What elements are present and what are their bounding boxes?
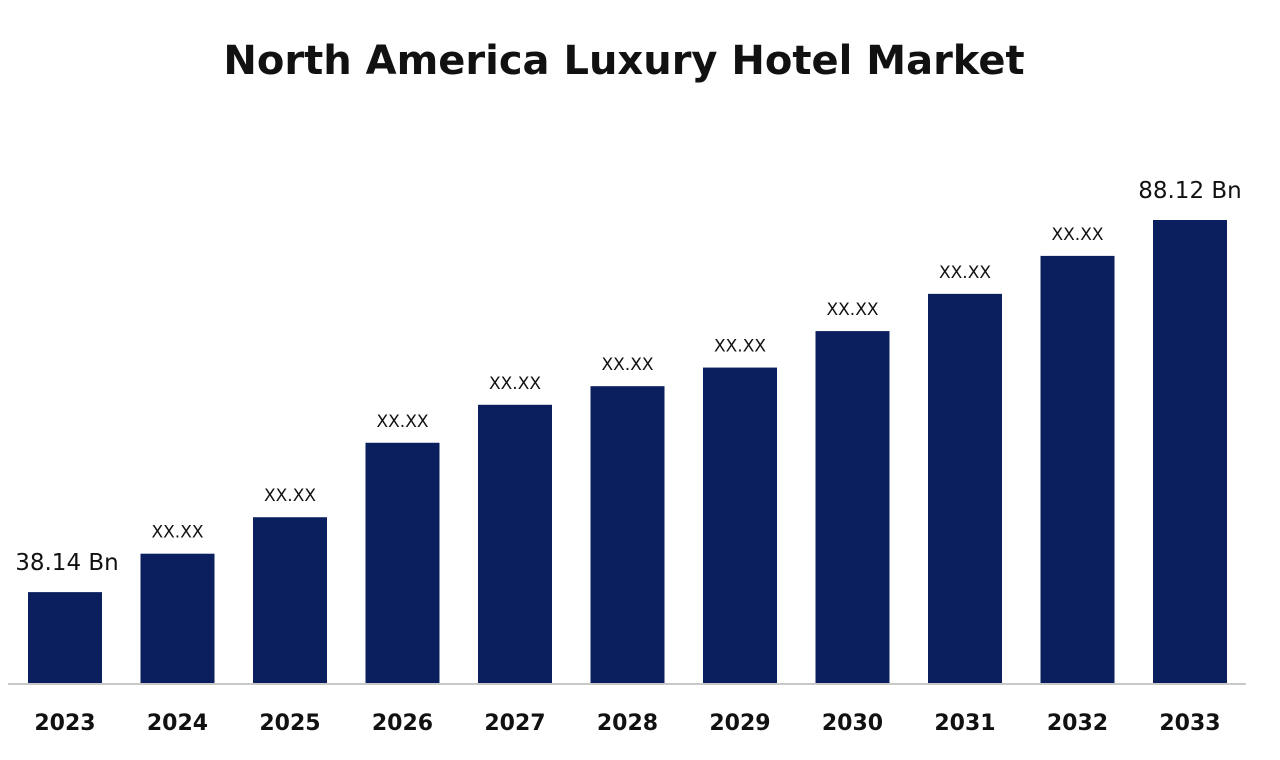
x-tick-label-2029: 2029 <box>709 711 770 736</box>
chart-title: North America Luxury Hotel Market <box>223 38 1024 84</box>
data-label-2024: XX.XX <box>152 523 204 543</box>
bar-2028 <box>590 386 665 684</box>
x-tick-label-2032: 2032 <box>1047 711 1108 736</box>
bar-2031 <box>928 293 1002 684</box>
data-label-2033: 88.12 Bn <box>1138 178 1242 204</box>
x-tick-label-2033: 2033 <box>1159 711 1220 736</box>
x-tick-label-2030: 2030 <box>822 711 883 736</box>
bar-2026 <box>365 442 440 684</box>
data-label-2023: 38.14 Bn <box>15 550 119 576</box>
bar-2024 <box>140 553 215 684</box>
bar-2023 <box>28 592 102 684</box>
x-tick-label-2026: 2026 <box>372 711 433 736</box>
data-label-2030: XX.XX <box>827 300 879 320</box>
x-tick-label-2027: 2027 <box>484 711 545 736</box>
bar-2027 <box>478 404 552 684</box>
x-tick-label-2024: 2024 <box>147 711 208 736</box>
data-label-2029: XX.XX <box>714 337 766 357</box>
data-label-2025: XX.XX <box>264 486 316 506</box>
data-label-2028: XX.XX <box>602 355 654 375</box>
bar-2030 <box>815 331 890 684</box>
bar-2033 <box>1153 220 1227 684</box>
bar-2029 <box>703 367 777 684</box>
data-label-2031: XX.XX <box>939 263 991 283</box>
bar-2032 <box>1040 255 1115 685</box>
x-tick-label-2023: 2023 <box>34 711 95 736</box>
data-label-2032: XX.XX <box>1052 225 1104 245</box>
data-label-2027: XX.XX <box>489 374 541 394</box>
bar-2025 <box>253 517 327 684</box>
x-tick-label-2025: 2025 <box>259 711 320 736</box>
x-tick-label-2031: 2031 <box>934 711 995 736</box>
data-label-2026: XX.XX <box>377 412 429 432</box>
x-tick-label-2028: 2028 <box>597 711 658 736</box>
